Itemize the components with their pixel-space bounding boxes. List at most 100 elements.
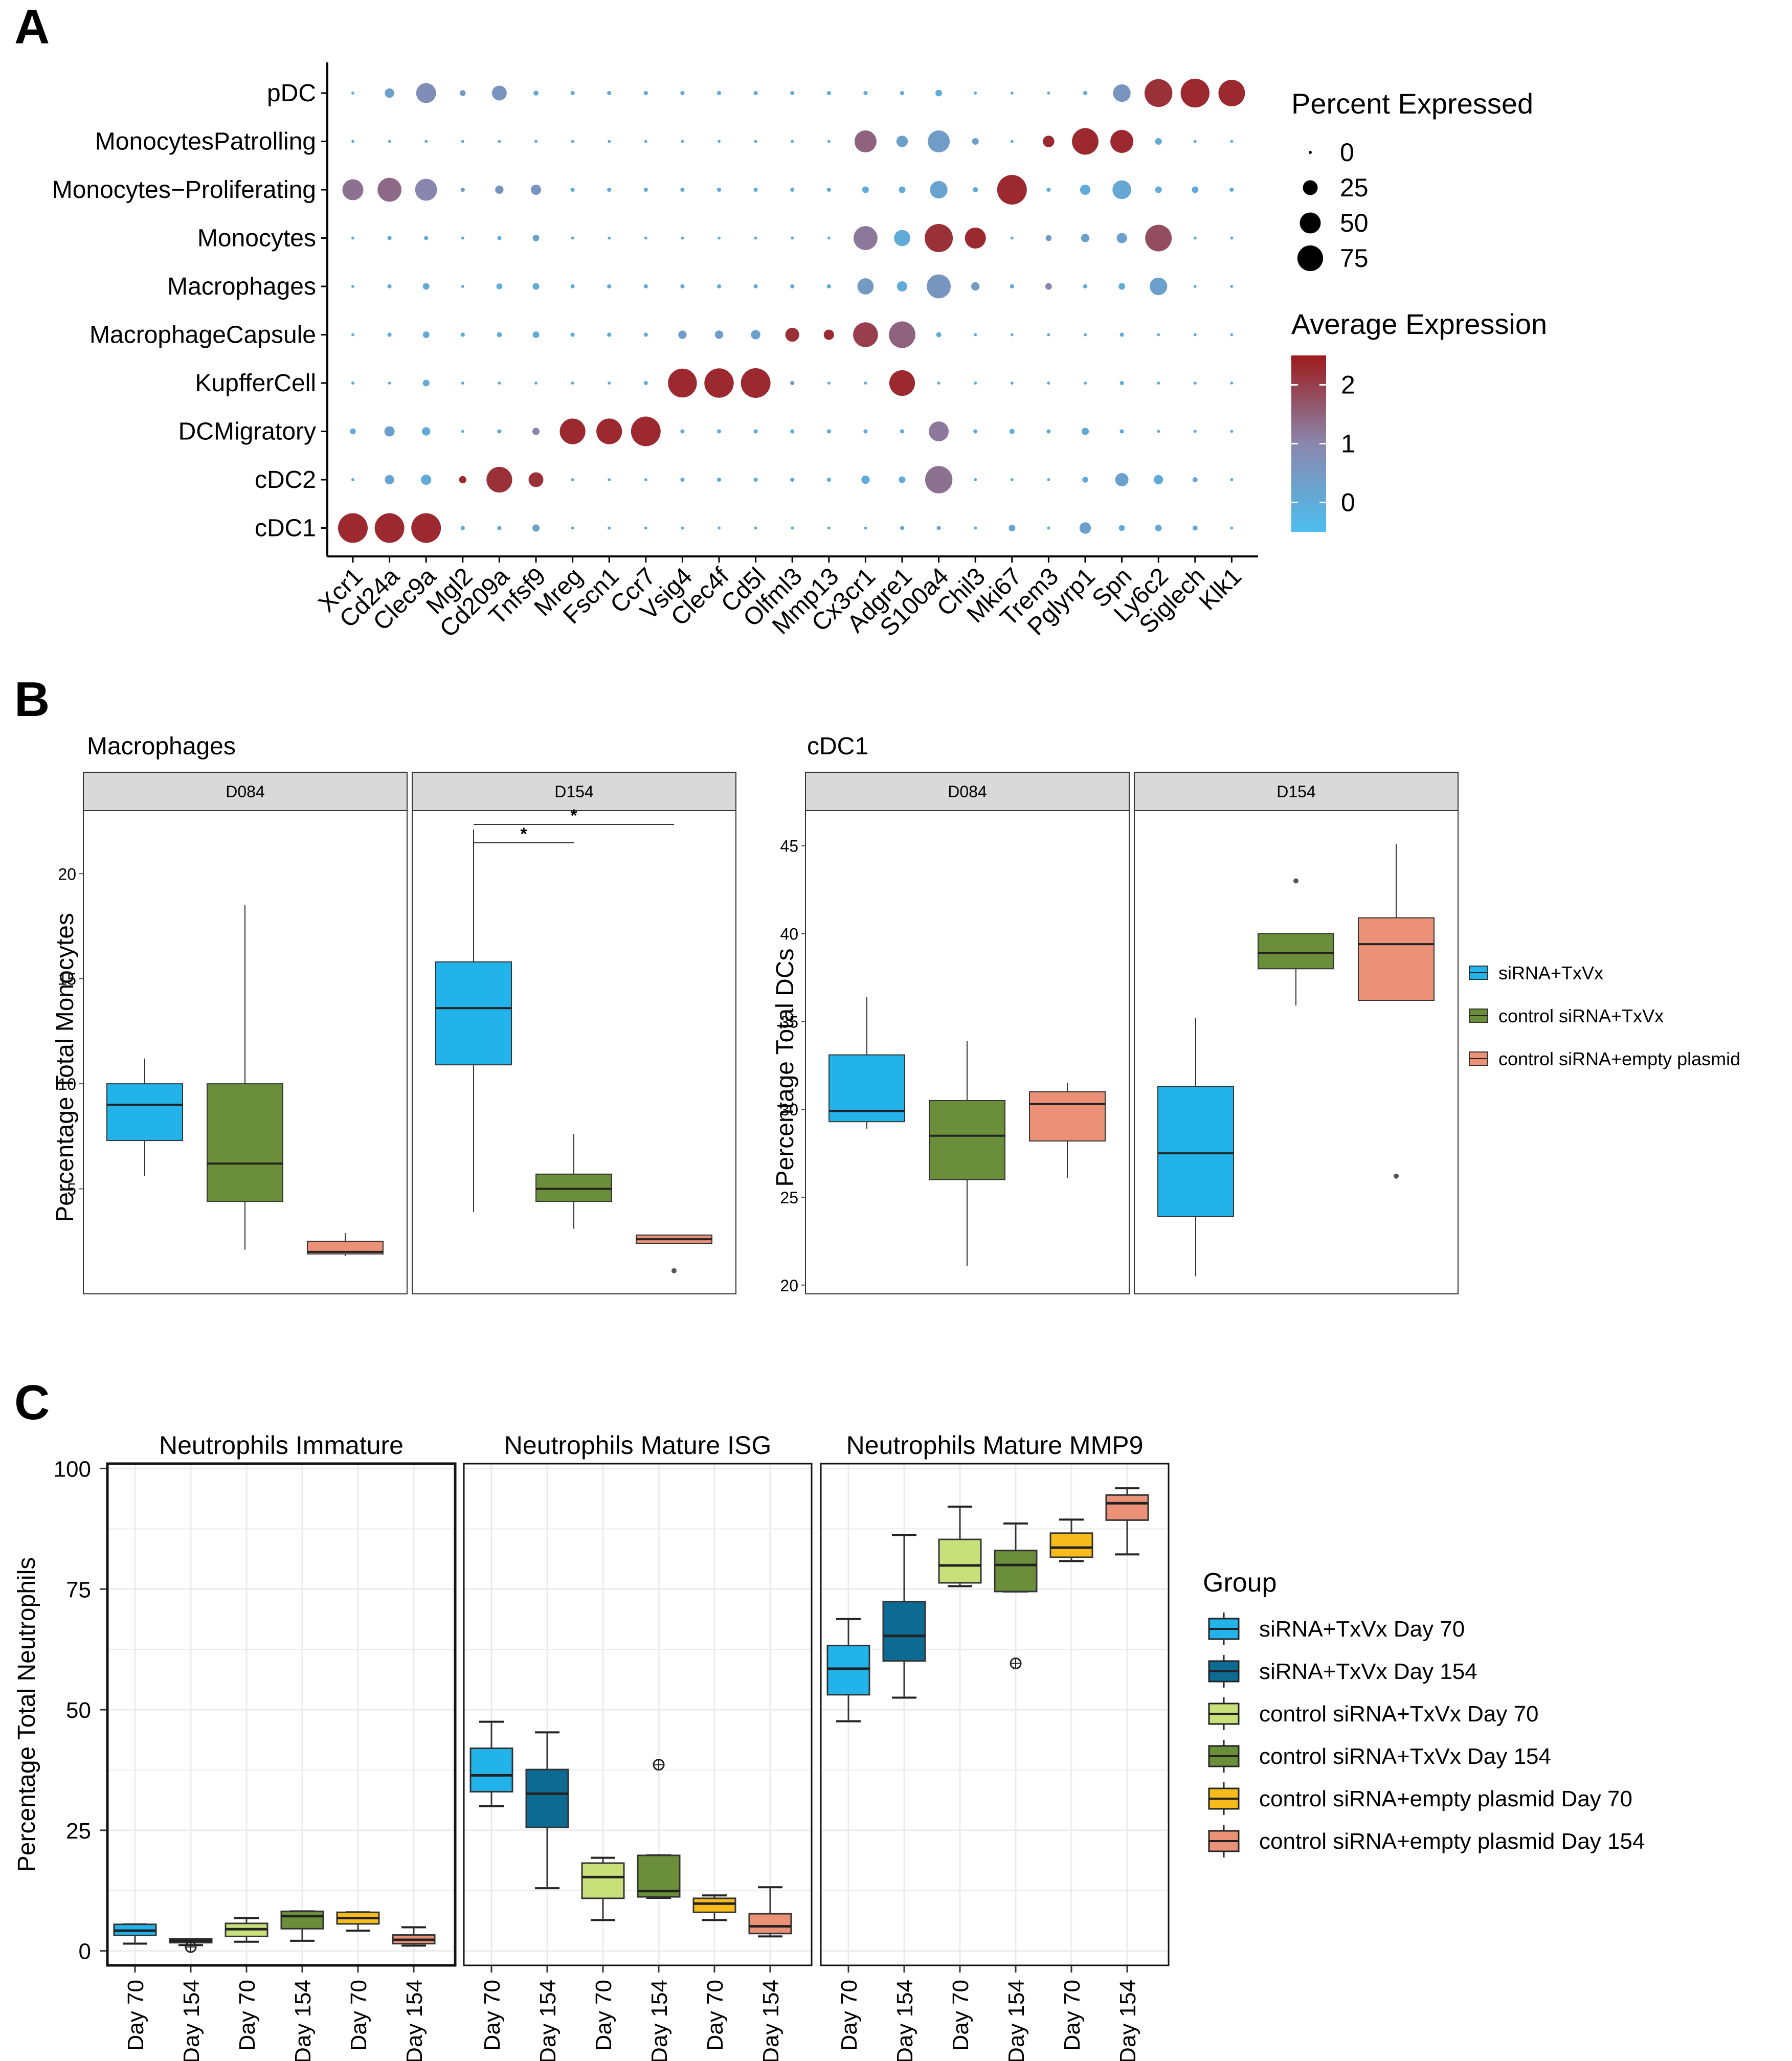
dot [754,526,757,530]
dot [608,140,611,143]
row-label: MonocytesPatrolling [95,128,316,155]
dot [1116,233,1127,243]
dot [827,140,831,143]
facet-title: Neutrophils Mature MMP9 [846,1431,1144,1460]
dot [460,332,465,337]
dot [351,92,354,95]
x-tick-label: Day 154 [402,1980,427,2061]
dot [718,140,721,143]
dot [1047,382,1050,385]
dot [753,477,758,482]
y-axis-label: Percentage Total DCs [772,948,799,1186]
dot [899,476,906,483]
dot [1155,186,1162,193]
dot [1010,284,1014,289]
box [581,1862,625,1899]
dot [1230,526,1234,530]
dot [681,140,684,143]
colorbar-label: 1 [1341,430,1355,458]
dot [1230,430,1234,433]
dot [1157,333,1160,337]
dot [826,284,831,289]
dot [716,187,722,192]
box [929,1100,1005,1180]
y-tick-label: 75 [66,1577,91,1602]
facet-label: D084 [948,782,987,801]
dot [461,285,464,288]
panel-label-c: C [14,1375,50,1430]
dot [1119,380,1124,386]
box [1258,933,1334,970]
dot [1045,235,1052,241]
box [1029,1091,1106,1142]
y-tick-label: 35 [780,1013,798,1031]
dot [899,186,906,193]
dot [785,327,799,342]
dot [714,330,724,339]
dot [421,427,431,436]
dot [1193,382,1197,385]
dot [571,478,574,481]
x-tick-label: Day 70 [123,1980,148,2051]
dot [680,187,685,192]
row-label: cDC1 [255,515,316,542]
dot [1218,80,1245,106]
dot [1192,525,1198,531]
dot [528,472,544,487]
dot [387,332,392,337]
dot [1230,478,1234,481]
dot [864,382,867,385]
dot [974,478,977,481]
dot [790,477,795,482]
dot [973,187,978,193]
dot [864,526,867,530]
dot [681,236,684,240]
dot [1046,429,1051,434]
dot [827,236,831,240]
outlier-point [671,1268,677,1273]
y-tick-label: 40 [780,925,798,944]
dot [680,284,685,289]
dot [751,330,760,340]
dot [965,227,986,249]
dot [826,429,831,434]
dot [1046,187,1051,192]
facet-strip [1134,772,1459,811]
dot [534,382,537,385]
dot [1083,91,1088,96]
dot [826,477,831,482]
size-legend-dot [1297,245,1324,272]
dot [530,184,542,195]
dot [1193,140,1197,143]
x-tick-label: Day 70 [837,1980,862,2051]
dot [571,382,574,385]
dot [1119,332,1124,337]
dot [570,284,575,289]
dot [935,89,943,97]
dot [1009,525,1016,531]
x-tick-label: Day 154 [535,1980,561,2061]
dot [1145,225,1172,252]
facet-strip [83,772,408,811]
legend-label: control siRNA+TxVx Day 154 [1259,1744,1551,1769]
dot [607,91,612,96]
dot [486,466,512,493]
legend-label: siRNA+TxVx Day 70 [1259,1617,1465,1642]
dot [1047,526,1050,530]
dot [1155,525,1162,531]
size-legend-label: 50 [1340,209,1369,237]
dot [644,526,647,530]
dot [385,475,394,485]
legend-title: Group [1203,1568,1277,1598]
y-tick-label: 0 [79,1939,91,1964]
dot [889,370,915,396]
dot [497,526,502,530]
dot [937,382,940,385]
dot [1083,284,1088,289]
dot [631,416,661,446]
dot [498,382,501,385]
dot [374,513,405,543]
row-label: KupfferCell [195,370,316,397]
dot [823,329,834,340]
